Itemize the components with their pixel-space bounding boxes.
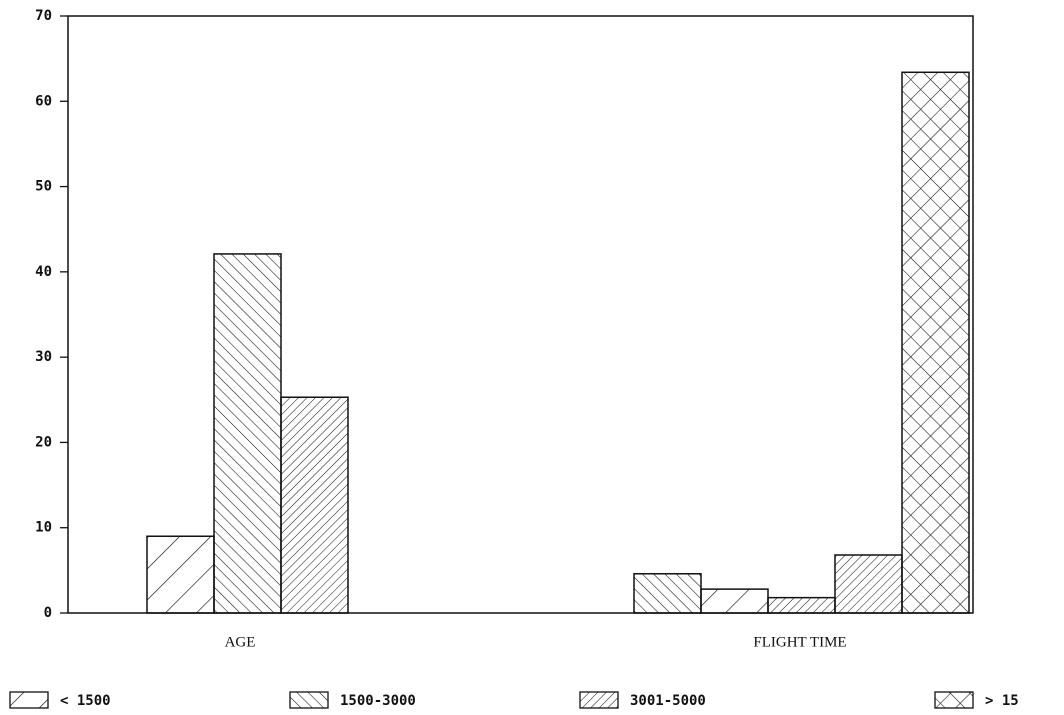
bar [280, 396, 349, 614]
x-category-label: AGE [225, 634, 256, 650]
legend-label: 3001-5000 [630, 693, 706, 709]
legend-label: > 15 [985, 693, 1019, 709]
legend-label: < 1500 [60, 693, 111, 709]
bar [146, 535, 215, 614]
legend-swatch [934, 691, 974, 709]
x-category-label: FLIGHT TIME [753, 634, 846, 650]
legend-swatch [289, 691, 329, 709]
y-tick-label: 30 [35, 349, 52, 365]
y-tick-label: 0 [44, 605, 52, 621]
bar [901, 71, 970, 614]
legend-swatch [9, 691, 49, 709]
y-tick-label: 10 [35, 520, 52, 536]
legend-label: 1500-3000 [340, 693, 416, 709]
y-tick-label: 40 [35, 264, 52, 280]
bar [700, 588, 769, 614]
y-tick-label: 20 [35, 434, 52, 450]
bar [633, 573, 702, 614]
y-tick-label: 70 [35, 8, 52, 24]
bar [213, 253, 282, 614]
bar [767, 596, 836, 614]
legend-swatch [579, 691, 619, 709]
y-tick-label: 60 [35, 93, 52, 109]
bar [834, 554, 903, 614]
plot-frame [67, 15, 974, 614]
y-tick-label: 50 [35, 179, 52, 195]
